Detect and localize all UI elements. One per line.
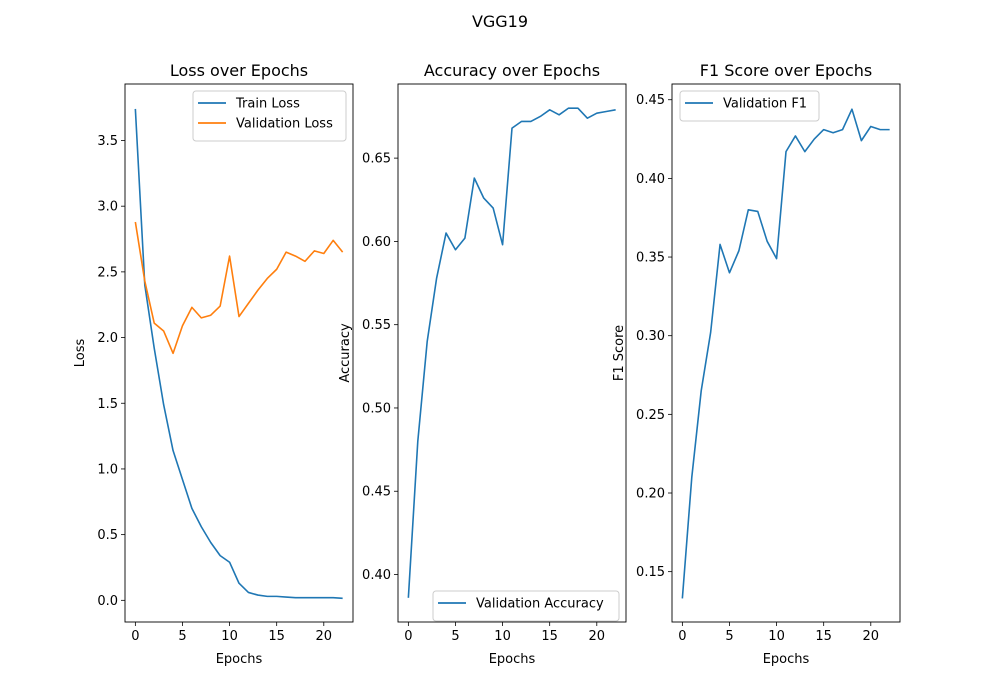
x-tick-label: 20 bbox=[316, 629, 333, 644]
y-tick-label: 0.40 bbox=[636, 172, 665, 187]
axes-frame bbox=[397, 83, 627, 623]
chart-panel-2: 0 5 10 15 20 0.40 0.45 0.50 0.55 0.60 0.65 Accuracy… bbox=[338, 61, 627, 667]
x-tick-label: 0 bbox=[678, 629, 686, 644]
chart-title: F1 Score over Epochs bbox=[700, 61, 872, 80]
x-tick-label: 15 bbox=[541, 629, 558, 644]
x-axis-label: Epochs bbox=[216, 652, 263, 667]
figure-title: VGG19 bbox=[472, 12, 528, 31]
x-tick-label: 10 bbox=[494, 629, 511, 644]
legend-label: Train Loss bbox=[235, 97, 300, 112]
axes-frame bbox=[124, 83, 354, 623]
y-tick-label: 0.50 bbox=[362, 401, 391, 416]
y-tick-label: 0.55 bbox=[362, 318, 391, 333]
legend-box bbox=[679, 90, 820, 122]
x-tick-label: 20 bbox=[589, 629, 606, 644]
y-tick-label: 0.40 bbox=[362, 568, 391, 583]
y-tick-label: 1.0 bbox=[97, 462, 118, 477]
legend-label: Validation Accuracy bbox=[476, 597, 604, 612]
y-tick-label: 3.5 bbox=[97, 134, 118, 149]
x-tick-label: 10 bbox=[768, 629, 785, 644]
y-axis-label: Accuracy bbox=[338, 323, 353, 383]
legend-label: Validation Loss bbox=[236, 117, 333, 132]
x-tick-label: 15 bbox=[268, 629, 285, 644]
series-line-2 bbox=[134, 221, 344, 355]
y-tick-label: 0.35 bbox=[636, 251, 665, 266]
y-tick-label: 0.20 bbox=[636, 487, 665, 502]
legend-label: Validation F1 bbox=[723, 97, 807, 112]
x-tick-label: 20 bbox=[863, 629, 880, 644]
y-tick-label: 1.5 bbox=[97, 397, 118, 412]
x-tick-label: 5 bbox=[451, 629, 459, 644]
axes-frame bbox=[671, 83, 901, 623]
chart-title: Accuracy over Epochs bbox=[424, 61, 600, 80]
series-line-1 bbox=[407, 107, 616, 598]
y-tick-label: 0.15 bbox=[636, 565, 665, 580]
x-tick-label: 0 bbox=[404, 629, 412, 644]
y-axis-label: F1 Score bbox=[612, 325, 627, 381]
legend-box bbox=[192, 90, 347, 142]
x-tick-label: 5 bbox=[178, 629, 186, 644]
y-tick-label: 2.0 bbox=[97, 331, 118, 346]
y-tick-label: 0.0 bbox=[97, 594, 118, 609]
legend: Validation F1 bbox=[679, 90, 820, 122]
y-tick-label: 0.5 bbox=[97, 528, 118, 543]
series-line-1 bbox=[134, 108, 343, 600]
chart-panel-3: 0 5 10 15 20 0.15 0.20 0.25 0.30 0.35 0.40 0.45 F1 S… bbox=[612, 61, 901, 667]
x-tick-label: 0 bbox=[131, 629, 139, 644]
y-tick-label: 0.45 bbox=[362, 485, 391, 500]
y-tick-label: 0.65 bbox=[362, 152, 391, 167]
x-axis-label: Epochs bbox=[763, 652, 810, 667]
y-axis-label: Loss bbox=[73, 339, 88, 368]
legend: Train Loss Validation Loss bbox=[192, 90, 347, 142]
y-tick-label: 0.60 bbox=[362, 235, 391, 250]
y-tick-label: 3.0 bbox=[97, 200, 118, 215]
x-tick-label: 15 bbox=[815, 629, 832, 644]
x-tick-label: 10 bbox=[221, 629, 238, 644]
legend-box bbox=[432, 590, 620, 622]
y-tick-label: 0.45 bbox=[636, 93, 665, 108]
chart-title: Loss over Epochs bbox=[170, 61, 308, 80]
chart-panel-1: 0 5 10 15 20 0.0 0.5 1.0 1.5 2.0 2.5 3.0 3.5 Loss ove… bbox=[73, 61, 354, 667]
y-tick-label: 2.5 bbox=[97, 265, 118, 280]
x-axis-label: Epochs bbox=[489, 652, 536, 667]
series-line-1 bbox=[681, 108, 890, 599]
y-tick-label: 0.30 bbox=[636, 329, 665, 344]
legend: Validation Accuracy bbox=[432, 590, 620, 622]
x-tick-label: 5 bbox=[725, 629, 733, 644]
y-tick-label: 0.25 bbox=[636, 408, 665, 423]
